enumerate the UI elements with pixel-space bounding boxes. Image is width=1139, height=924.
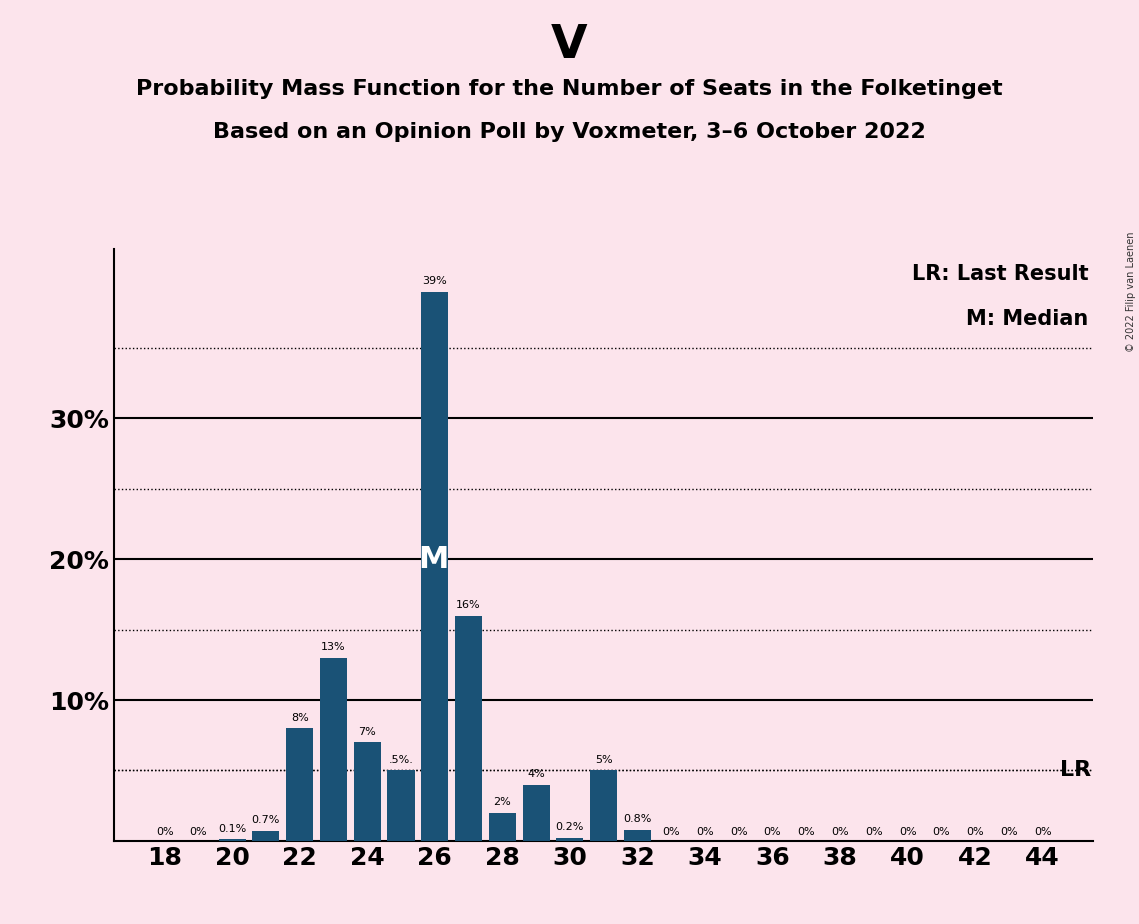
Bar [387, 771, 415, 841]
Text: V: V [551, 23, 588, 68]
Text: 0%: 0% [1034, 827, 1051, 837]
Text: LR: Last Result: LR: Last Result [912, 264, 1089, 285]
Text: .5%.: .5%. [388, 755, 413, 765]
Text: M: M [418, 545, 449, 574]
Text: 0%: 0% [730, 827, 747, 837]
Text: 8%: 8% [290, 712, 309, 723]
Text: 5%: 5% [595, 755, 613, 765]
Text: 0%: 0% [933, 827, 950, 837]
Bar [556, 838, 583, 841]
Bar [456, 615, 482, 841]
Text: 0%: 0% [797, 827, 816, 837]
Bar [320, 658, 347, 841]
Text: 0%: 0% [696, 827, 714, 837]
Text: © 2022 Filip van Laenen: © 2022 Filip van Laenen [1126, 231, 1136, 351]
Bar [286, 728, 313, 841]
Text: 0%: 0% [189, 827, 207, 837]
Text: 13%: 13% [321, 642, 346, 652]
Bar [590, 771, 617, 841]
Bar [421, 292, 449, 841]
Bar [489, 813, 516, 841]
Text: 0.7%: 0.7% [252, 815, 280, 825]
Text: 0%: 0% [831, 827, 849, 837]
Text: 0.8%: 0.8% [623, 814, 652, 824]
Text: 0%: 0% [663, 827, 680, 837]
Text: 39%: 39% [423, 276, 448, 286]
Text: 0%: 0% [899, 827, 917, 837]
Bar [354, 742, 380, 841]
Text: 0.1%: 0.1% [218, 824, 246, 833]
Text: Based on an Opinion Poll by Voxmeter, 3–6 October 2022: Based on an Opinion Poll by Voxmeter, 3–… [213, 122, 926, 142]
Text: LR: LR [1059, 760, 1091, 781]
Text: 0%: 0% [866, 827, 883, 837]
Text: 16%: 16% [457, 600, 481, 610]
Text: 4%: 4% [527, 769, 544, 779]
Text: 0%: 0% [966, 827, 984, 837]
Bar [624, 830, 652, 841]
Text: 0%: 0% [764, 827, 781, 837]
Text: 2%: 2% [493, 797, 511, 807]
Text: 0%: 0% [1000, 827, 1018, 837]
Text: 0.2%: 0.2% [556, 822, 584, 833]
Bar [253, 831, 279, 841]
Bar [523, 784, 550, 841]
Text: 7%: 7% [359, 726, 376, 736]
Bar [219, 839, 246, 841]
Text: 0%: 0% [156, 827, 173, 837]
Text: M: Median: M: Median [966, 309, 1089, 329]
Text: Probability Mass Function for the Number of Seats in the Folketinget: Probability Mass Function for the Number… [137, 79, 1002, 99]
